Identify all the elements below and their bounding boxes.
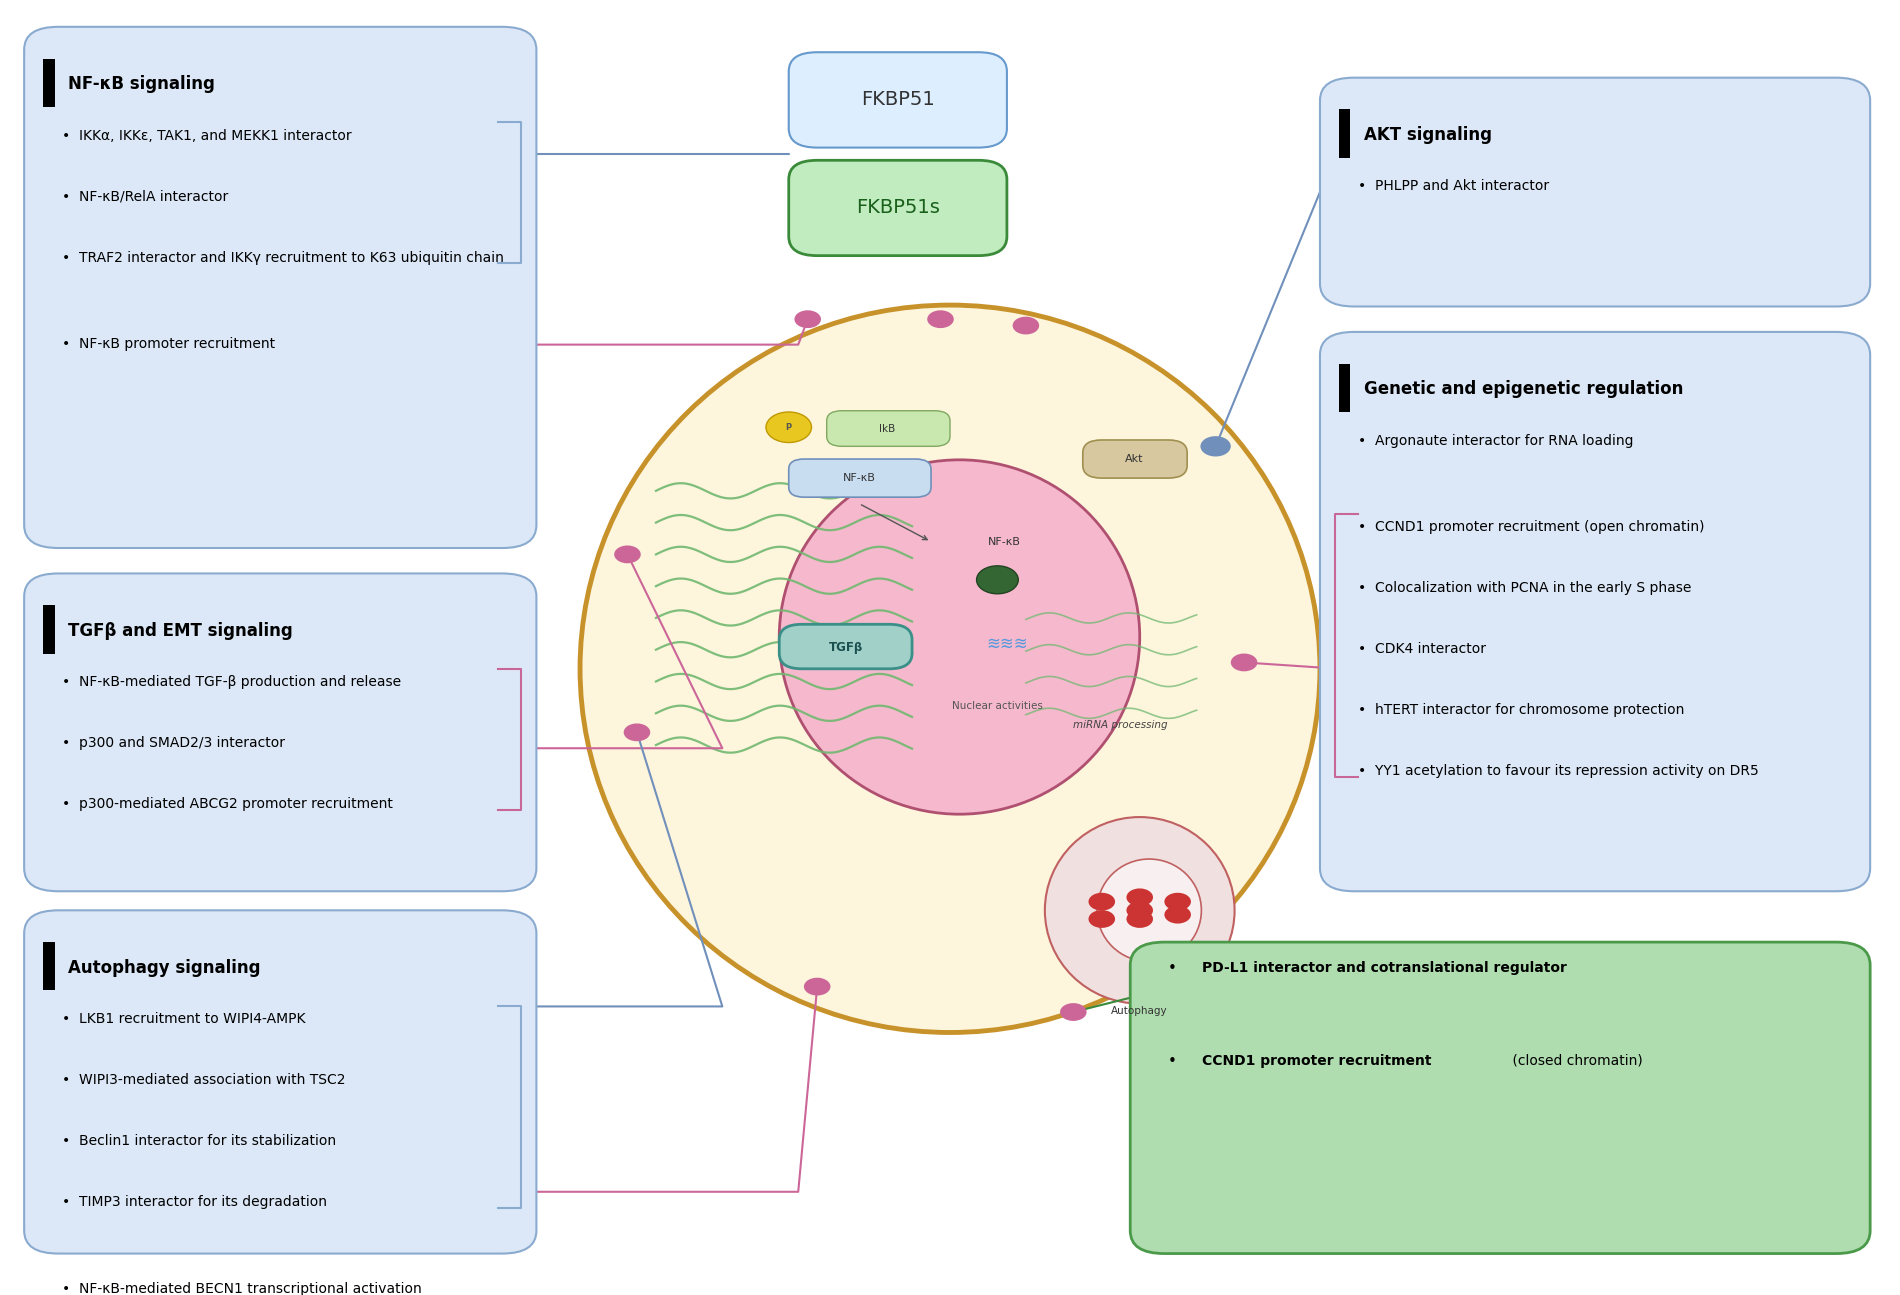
- Text: CCND1 promoter recruitment: CCND1 promoter recruitment: [1203, 1054, 1433, 1068]
- Ellipse shape: [580, 306, 1320, 1032]
- Circle shape: [614, 545, 640, 563]
- Text: FKBP51: FKBP51: [861, 91, 935, 109]
- Text: PD-L1 interactor and cotranslational regulator: PD-L1 interactor and cotranslational reg…: [1203, 961, 1568, 975]
- Text: NF-κB signaling: NF-κB signaling: [68, 75, 215, 93]
- FancyBboxPatch shape: [25, 27, 536, 548]
- Text: •  TIMP3 interactor for its degradation: • TIMP3 interactor for its degradation: [63, 1195, 327, 1210]
- Text: NF-κB: NF-κB: [988, 536, 1020, 546]
- Ellipse shape: [1096, 859, 1201, 962]
- FancyBboxPatch shape: [1320, 332, 1870, 891]
- Text: •  p300 and SMAD2/3 interactor: • p300 and SMAD2/3 interactor: [63, 736, 285, 750]
- Circle shape: [766, 412, 811, 443]
- Circle shape: [804, 978, 830, 996]
- Bar: [44, 605, 55, 654]
- Text: •  CCND1 promoter recruitment (open chromatin): • CCND1 promoter recruitment (open chrom…: [1358, 521, 1704, 534]
- Text: (closed chromatin): (closed chromatin): [1509, 1054, 1644, 1068]
- Text: •  p300-mediated ABCG2 promoter recruitment: • p300-mediated ABCG2 promoter recruitme…: [63, 798, 393, 811]
- Circle shape: [1089, 910, 1115, 929]
- Circle shape: [1013, 317, 1039, 334]
- Circle shape: [977, 566, 1018, 594]
- Circle shape: [623, 724, 650, 741]
- Text: Nuclear activities: Nuclear activities: [952, 701, 1043, 711]
- Bar: [1340, 364, 1351, 412]
- Text: •  hTERT interactor for chromosome protection: • hTERT interactor for chromosome protec…: [1358, 703, 1683, 717]
- FancyBboxPatch shape: [788, 52, 1007, 148]
- Circle shape: [927, 311, 954, 328]
- Text: Genetic and epigenetic regulation: Genetic and epigenetic regulation: [1364, 381, 1683, 398]
- Text: •  IKKα, IKKε, TAK1, and MEKK1 interactor: • IKKα, IKKε, TAK1, and MEKK1 interactor: [63, 128, 352, 142]
- Circle shape: [1127, 888, 1153, 906]
- FancyBboxPatch shape: [779, 624, 912, 668]
- Text: •  NF-κB-mediated TGF-β production and release: • NF-κB-mediated TGF-β production and re…: [63, 675, 401, 689]
- Text: •  TRAF2 interactor and IKKγ recruitment to K63 ubiquitin chain: • TRAF2 interactor and IKKγ recruitment …: [63, 250, 504, 264]
- Circle shape: [1127, 901, 1153, 919]
- Text: •  Argonaute interactor for RNA loading: • Argonaute interactor for RNA loading: [1358, 434, 1634, 448]
- Bar: [44, 941, 55, 991]
- Bar: [1340, 110, 1351, 158]
- Text: Autophagy signaling: Autophagy signaling: [68, 958, 260, 976]
- FancyBboxPatch shape: [25, 574, 536, 891]
- FancyBboxPatch shape: [788, 458, 931, 497]
- Text: •  PHLPP and Akt interactor: • PHLPP and Akt interactor: [1358, 180, 1548, 193]
- Text: P: P: [787, 422, 792, 431]
- Text: IkB: IkB: [880, 423, 895, 434]
- Text: Autophagy: Autophagy: [1112, 1006, 1168, 1015]
- Text: ≋≋≋: ≋≋≋: [986, 635, 1028, 653]
- Circle shape: [1127, 910, 1153, 929]
- Circle shape: [1060, 1004, 1087, 1020]
- Text: TGFβ: TGFβ: [828, 641, 863, 654]
- Text: •  CDK4 interactor: • CDK4 interactor: [1358, 642, 1486, 657]
- Circle shape: [794, 311, 821, 328]
- Text: •: •: [1168, 961, 1178, 976]
- FancyBboxPatch shape: [1083, 440, 1188, 478]
- Ellipse shape: [1045, 817, 1235, 1004]
- Text: miRNA processing: miRNA processing: [1074, 720, 1168, 729]
- Text: NF-κB: NF-κB: [842, 473, 876, 483]
- Ellipse shape: [779, 460, 1140, 815]
- FancyBboxPatch shape: [788, 161, 1007, 255]
- Text: FKBP51s: FKBP51s: [855, 198, 940, 218]
- Circle shape: [1165, 892, 1191, 910]
- FancyBboxPatch shape: [25, 910, 536, 1254]
- Text: •  WIPI3-mediated association with TSC2: • WIPI3-mediated association with TSC2: [63, 1074, 346, 1087]
- FancyBboxPatch shape: [1130, 941, 1870, 1254]
- FancyBboxPatch shape: [1320, 78, 1870, 307]
- Text: •  NF-κB/RelA interactor: • NF-κB/RelA interactor: [63, 189, 228, 203]
- Text: •  NF-κB promoter recruitment: • NF-κB promoter recruitment: [63, 337, 276, 351]
- Text: TGFβ and EMT signaling: TGFβ and EMT signaling: [68, 622, 293, 640]
- Text: •  Colocalization with PCNA in the early S phase: • Colocalization with PCNA in the early …: [1358, 581, 1691, 596]
- Text: •  LKB1 recruitment to WIPI4-AMPK: • LKB1 recruitment to WIPI4-AMPK: [63, 1011, 306, 1026]
- Bar: [44, 58, 55, 107]
- FancyBboxPatch shape: [826, 411, 950, 447]
- Circle shape: [1165, 905, 1191, 923]
- Circle shape: [1089, 892, 1115, 910]
- Text: Akt: Akt: [1125, 455, 1144, 464]
- Text: AKT signaling: AKT signaling: [1364, 126, 1492, 144]
- Circle shape: [1231, 654, 1258, 671]
- Circle shape: [1201, 436, 1231, 457]
- Text: •: •: [1168, 1054, 1178, 1068]
- Text: •  NF-κB-mediated BECN1 transcriptional activation: • NF-κB-mediated BECN1 transcriptional a…: [63, 1282, 422, 1295]
- Text: •  YY1 acetylation to favour its repression activity on DR5: • YY1 acetylation to favour its repressi…: [1358, 764, 1759, 778]
- Text: •  Beclin1 interactor for its stabilization: • Beclin1 interactor for its stabilizati…: [63, 1134, 336, 1149]
